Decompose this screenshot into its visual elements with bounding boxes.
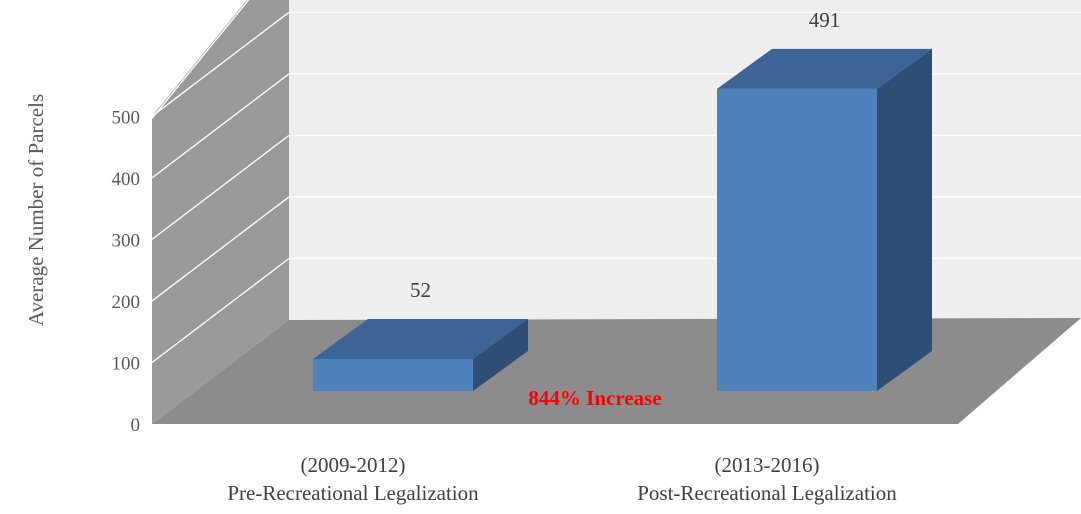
bar-side (877, 48, 932, 392)
gridline-side (151, 196, 290, 302)
bar-top (717, 48, 932, 89)
y-tick-label: 0 (131, 415, 141, 436)
x-category-label: (2013-2016) Post-Recreational Legalizatio… (637, 453, 897, 505)
x-category-line: (2009-2012) (301, 453, 406, 477)
x-category-label: (2009-2012) Pre-Recreational Legalization (227, 453, 479, 505)
x-category-line: Post-Recreational Legalization (637, 481, 897, 505)
x-category-line: Pre-Recreational Legalization (227, 481, 479, 505)
gridline-side (151, 134, 290, 240)
side-wall (152, 0, 289, 424)
back-wall (289, 0, 1081, 321)
gridline-side (151, 11, 290, 117)
data-label: 491 (809, 8, 841, 32)
y-axis-title: Average Number of Parcels (24, 94, 48, 326)
y-tick-label: 100 (112, 353, 141, 374)
chart-bars (313, 48, 932, 392)
bar-front (313, 358, 473, 391)
y-tick-label: 400 (112, 169, 141, 190)
annotation-label: 844% Increase (528, 386, 661, 410)
gridline-side-top (151, 0, 250, 119)
gridline-side (151, 257, 290, 363)
chart-walls (151, 0, 1081, 424)
gridline-side (151, 73, 290, 179)
bar-side (473, 318, 528, 391)
data-label: 52 (410, 278, 431, 302)
y-tick-label: 200 (112, 292, 141, 313)
chart-labels: 0 100 200 300 400 500 52 491 844% Increase (2009-… (24, 8, 897, 505)
y-tick-label: 300 (112, 230, 141, 251)
y-tick-label: 500 (112, 107, 141, 128)
bar-front (717, 88, 877, 392)
x-category-line: (2013-2016) (715, 453, 820, 477)
bar-top (313, 318, 528, 359)
